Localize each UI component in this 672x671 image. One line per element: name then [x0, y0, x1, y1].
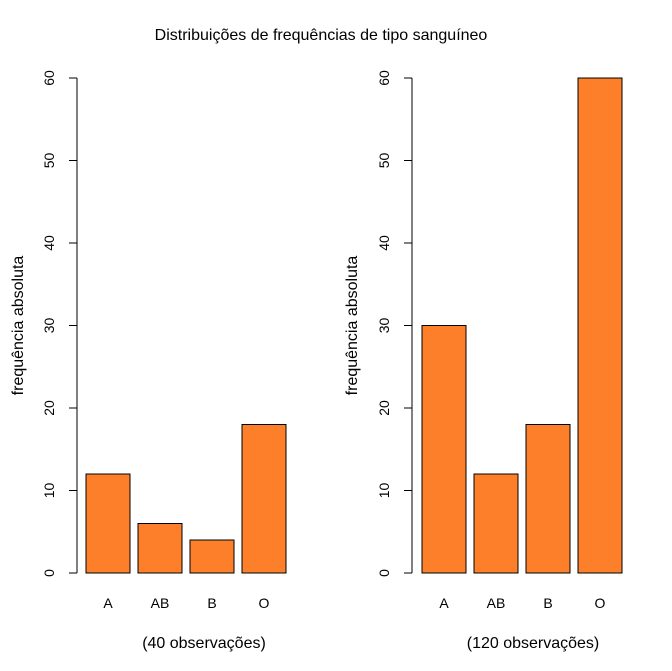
chart-1-y-axis-label: frequência absoluta: [344, 256, 361, 396]
chart-0-y-tick-label: 20: [41, 400, 57, 416]
chart-1-y-tick-label: 0: [376, 569, 392, 577]
chart-1-x-axis-label: (120 observações): [467, 635, 600, 652]
figure-title: Distribuições de frequências de tipo san…: [155, 27, 488, 44]
chart-1-category-label: O: [595, 595, 606, 611]
right-bar-chart: 0 10 20 30 40 50 60 A AB B O (120 observações) frequ…: [344, 70, 623, 652]
chart-1-y-tick-label: 20: [376, 400, 392, 416]
chart-1-y-tick-label: 30: [376, 318, 392, 334]
chart-0-y-tick-label: 60: [41, 70, 57, 86]
chart-1-y-tick-label: 50: [376, 153, 392, 169]
chart-0-y-axis-label: frequência absoluta: [10, 256, 27, 396]
chart-0-bar-ab: [137, 523, 183, 574]
chart-1-category-label: B: [543, 595, 552, 611]
chart-1-bar-o: [577, 77, 623, 574]
chart-1-y-tick-label: 40: [376, 235, 392, 251]
chart-0-y-tick-label: 50: [41, 153, 57, 169]
chart-0-bar-a: [85, 473, 131, 574]
left-bar-chart: 0 10 20 30 40 50 60 A AB B O (40 observações) frequê…: [10, 70, 287, 652]
chart-0-category-label: A: [103, 595, 113, 611]
chart-0-category-label: B: [207, 595, 216, 611]
chart-0-bar-o: [241, 424, 287, 574]
chart-1-bar-b: [525, 424, 571, 574]
chart-0-category-label: O: [259, 595, 270, 611]
chart-0-y-tick-label: 30: [41, 318, 57, 334]
chart-1-y-tick-label: 60: [376, 70, 392, 86]
chart-1-category-label: AB: [487, 595, 506, 611]
chart-1-y-tick-label: 10: [376, 483, 392, 499]
chart-0-y-tick-label: 10: [41, 483, 57, 499]
chart-0-bar-b: [189, 539, 235, 574]
chart-0-category-label: AB: [151, 595, 170, 611]
chart-1-bar-a: [421, 325, 467, 574]
chart-0-x-axis-label: (40 observações): [142, 635, 266, 652]
chart-0-y-tick-label: 40: [41, 235, 57, 251]
chart-1-bar-ab: [473, 473, 519, 574]
chart-1-category-label: A: [439, 595, 449, 611]
chart-0-y-tick-label: 0: [41, 569, 57, 577]
